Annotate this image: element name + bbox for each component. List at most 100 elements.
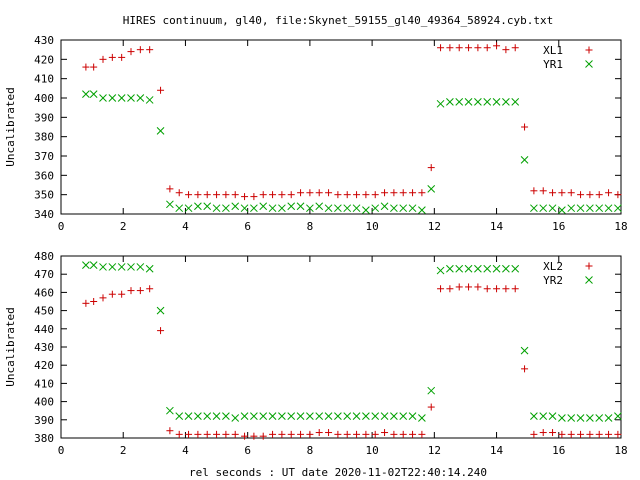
data-point	[464, 98, 473, 106]
x-tick-label: 2	[120, 220, 127, 233]
data-point	[334, 412, 342, 421]
data-point	[511, 264, 520, 273]
chart-title: HIRES continuum, gl40, file:Skynet_59155…	[123, 14, 553, 27]
data-point	[530, 204, 538, 213]
data-point	[213, 430, 221, 438]
data-point	[362, 412, 370, 421]
data-point	[82, 261, 90, 269]
data-point	[334, 191, 342, 199]
data-point	[157, 86, 165, 94]
data-point	[455, 44, 463, 52]
data-point	[259, 202, 268, 211]
data-point	[203, 430, 211, 438]
x-tick-label: 4	[182, 220, 189, 233]
data-point	[530, 412, 538, 421]
data-point	[586, 414, 594, 422]
data-point	[502, 285, 510, 293]
data-point	[145, 96, 154, 104]
data-point	[117, 263, 126, 271]
data-point	[268, 204, 277, 213]
x-tick-label: 16	[552, 444, 565, 457]
data-point	[436, 266, 445, 275]
data-point	[362, 206, 370, 214]
data-point	[455, 98, 464, 106]
y-tick-label: 390	[34, 111, 54, 124]
x-tick-label: 18	[614, 444, 627, 457]
data-point	[296, 412, 305, 421]
data-point	[502, 98, 510, 106]
data-point	[324, 412, 333, 421]
data-point	[166, 200, 174, 209]
data-point	[212, 412, 221, 421]
data-point	[455, 264, 464, 273]
data-point	[117, 94, 126, 102]
data-point	[241, 193, 249, 201]
y-tick-label: 340	[34, 208, 54, 221]
x-tick-label: 14	[490, 444, 504, 457]
data-point	[408, 204, 417, 213]
data-point	[483, 98, 492, 106]
data-point	[250, 432, 258, 440]
data-point	[306, 204, 314, 213]
data-point	[427, 386, 436, 395]
data-point	[520, 156, 529, 164]
data-point	[146, 285, 154, 293]
data-point	[136, 263, 145, 271]
data-point	[287, 191, 295, 199]
data-point	[108, 94, 117, 102]
data-point	[437, 44, 445, 52]
data-point	[315, 202, 324, 211]
data-point	[418, 206, 426, 214]
data-point	[558, 414, 566, 422]
data-point	[502, 264, 510, 273]
data-point	[99, 55, 107, 63]
data-point	[136, 287, 144, 295]
y-tick-label: 400	[34, 396, 54, 409]
series-xl1	[82, 42, 622, 201]
data-point	[548, 204, 557, 213]
data-point	[399, 412, 408, 421]
data-point	[136, 94, 145, 102]
series-yr1	[82, 90, 622, 214]
data-point	[492, 98, 501, 106]
data-point	[409, 430, 417, 438]
data-point	[175, 430, 183, 438]
data-point	[297, 430, 305, 438]
y-tick-label: 420	[34, 53, 54, 66]
data-point	[380, 412, 389, 421]
data-point	[399, 430, 407, 438]
data-point	[222, 412, 230, 421]
legend-label: XL1	[543, 44, 563, 57]
data-point	[521, 123, 529, 131]
data-point	[269, 191, 277, 199]
data-point	[539, 187, 547, 195]
x-tick-label: 16	[552, 220, 565, 233]
data-point	[175, 412, 184, 421]
y-tick-label: 470	[34, 268, 54, 281]
data-point	[157, 327, 165, 335]
data-point	[334, 430, 342, 438]
data-point	[231, 191, 239, 199]
x-tick-label: 10	[365, 444, 378, 457]
data-point	[203, 412, 212, 421]
plot-frame	[60, 39, 622, 215]
data-point	[511, 285, 519, 293]
data-point	[567, 414, 576, 422]
data-point	[399, 189, 407, 197]
data-point	[118, 53, 126, 61]
y-tick-label: 460	[34, 286, 54, 299]
data-point	[577, 430, 585, 438]
data-point	[166, 406, 174, 415]
data-point	[418, 189, 426, 197]
data-point	[530, 430, 538, 438]
data-point	[399, 204, 408, 213]
data-point	[136, 46, 144, 54]
data-point	[203, 191, 211, 199]
data-point	[306, 412, 314, 421]
x-tick-label: 0	[58, 444, 65, 457]
data-point	[483, 264, 492, 273]
data-point	[492, 264, 501, 273]
data-point	[511, 98, 520, 106]
data-point	[352, 204, 361, 213]
